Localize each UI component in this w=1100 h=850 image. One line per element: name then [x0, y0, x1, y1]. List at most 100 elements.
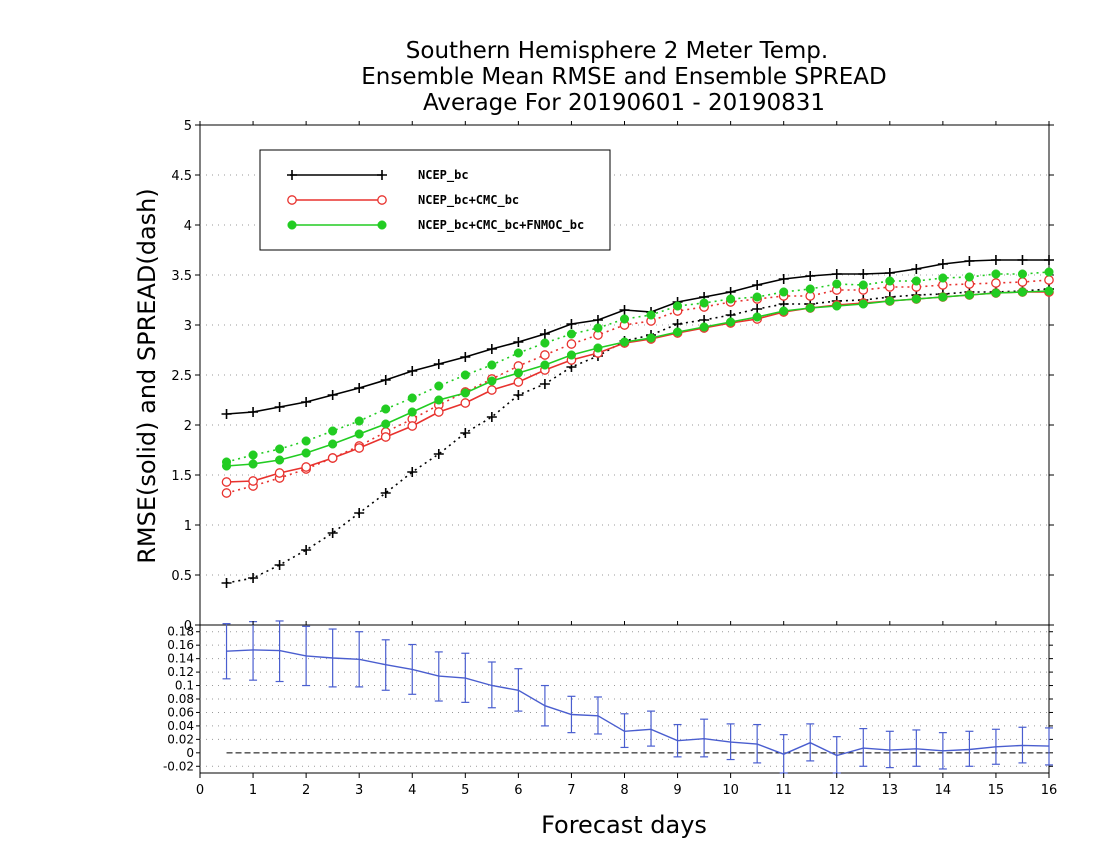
y-tick-label: 2	[184, 419, 192, 434]
spread-point	[327, 528, 338, 538]
spread-point	[487, 360, 497, 370]
spread-point	[752, 304, 763, 314]
spread-point	[274, 560, 285, 570]
legend-label: NCEP_bc+CMC_bc+FNMOC_bc	[418, 218, 584, 233]
rmse-point	[592, 315, 603, 325]
rmse-point	[885, 296, 895, 306]
spread-point	[221, 578, 232, 588]
rmse-point	[593, 343, 603, 353]
rmse-point	[486, 385, 497, 395]
spread-point	[858, 280, 868, 290]
rmse-point	[354, 383, 365, 393]
rmse-point	[726, 317, 736, 327]
chart-title: Southern Hemisphere 2 Meter Temp. Ensemb…	[361, 38, 886, 116]
x-tick-label: 9	[673, 783, 681, 798]
rmse-point	[964, 256, 975, 266]
legend-item: NCEP_bc+CMC_bc	[287, 193, 519, 208]
spread-point	[938, 273, 948, 283]
y-tick-label: 3.5	[171, 269, 192, 284]
legend-label: NCEP_bc	[418, 168, 469, 183]
y-tick-label: 1	[184, 519, 192, 534]
spread-point	[513, 390, 524, 400]
difference-plot: -0.0200.020.040.060.080.10.120.140.160.1…	[163, 620, 1053, 774]
x-tick-label: 7	[567, 783, 575, 798]
spread-point	[221, 488, 232, 498]
legend-marker	[287, 170, 297, 180]
spread-point	[381, 404, 391, 414]
rmse-point	[1044, 255, 1054, 265]
spread-point	[699, 298, 709, 308]
rmse-point	[407, 366, 418, 376]
spread-point	[673, 301, 683, 311]
x-tick-label: 8	[620, 783, 628, 798]
x-tick-label: 4	[408, 783, 416, 798]
spread-point	[672, 319, 683, 329]
spread-point	[460, 370, 470, 380]
rmse-point	[327, 453, 338, 463]
spread-point	[593, 323, 603, 333]
spread-point	[646, 310, 656, 320]
spread-point	[991, 278, 1001, 288]
spread-point	[248, 573, 259, 583]
series-NCEP_bc+CMC_bc	[221, 275, 1054, 498]
rmse-point	[275, 455, 285, 465]
legend-marker	[377, 195, 387, 205]
rmse-point	[381, 419, 391, 429]
x-tick-label: 14	[935, 783, 952, 798]
y-tick-label: 2.5	[171, 369, 192, 384]
legend-marker	[287, 220, 297, 230]
rmse-point	[539, 329, 550, 339]
rmse-point	[460, 388, 470, 398]
spread-point	[805, 284, 815, 294]
rmse-point	[248, 407, 259, 417]
spread-point	[1044, 267, 1054, 277]
spread-point	[407, 393, 417, 403]
x-tick-label: 1	[249, 783, 257, 798]
spread-point	[540, 338, 550, 348]
y2-tick-label: 0.1	[175, 679, 194, 693]
rmse-point	[513, 337, 524, 347]
bottom-plot-frame	[199, 624, 1050, 774]
y2-tick-label: 0.06	[167, 705, 194, 719]
y2-tick-label: 0.16	[167, 638, 194, 652]
rmse-point	[858, 299, 868, 309]
legend-label: NCEP_bc+CMC_bc	[418, 193, 519, 208]
series-NCEP_bc+CMC_bc+FNMOC_bc	[221, 267, 1054, 471]
legend-item: NCEP_bc+CMC_bc+FNMOC_bc	[287, 218, 584, 233]
rmse-point	[301, 462, 311, 472]
spread-line	[226, 271, 1050, 463]
spread-point	[539, 379, 550, 389]
y-tick-label: 5	[184, 119, 192, 134]
y-tick-label: 0	[184, 619, 192, 634]
rmse-point	[778, 274, 789, 284]
rmse-point	[380, 432, 391, 442]
y-tick-label: 4.5	[171, 169, 192, 184]
x-tick-label: 12	[828, 783, 845, 798]
rmse-point	[434, 395, 444, 405]
spread-point	[460, 428, 471, 438]
rmse-point	[221, 477, 232, 487]
legend-item: NCEP_bc	[287, 168, 469, 183]
y-tick-label: 1.5	[171, 469, 192, 484]
x-tick-label: 15	[988, 783, 1005, 798]
rmse-point	[566, 350, 576, 360]
rmse-point	[752, 312, 762, 322]
legend-marker	[377, 170, 387, 180]
difference-line	[226, 649, 1050, 757]
rmse-point	[937, 259, 948, 269]
legend-marker	[377, 220, 387, 230]
rmse-point	[566, 319, 577, 329]
y-axis-label: RMSE(solid) and SPREAD(dash)	[133, 188, 161, 564]
rmse-point	[433, 359, 444, 369]
x-tick-label: 5	[461, 783, 469, 798]
rmse-point	[858, 269, 869, 279]
spread-point	[911, 276, 921, 286]
rmse-point	[380, 375, 391, 385]
x-tick-label: 0	[196, 783, 204, 798]
spread-point	[407, 467, 418, 477]
x-axis-label: Forecast days	[541, 811, 707, 839]
rmse-point	[248, 459, 258, 469]
spread-point	[328, 426, 338, 436]
rmse-point	[805, 303, 815, 313]
